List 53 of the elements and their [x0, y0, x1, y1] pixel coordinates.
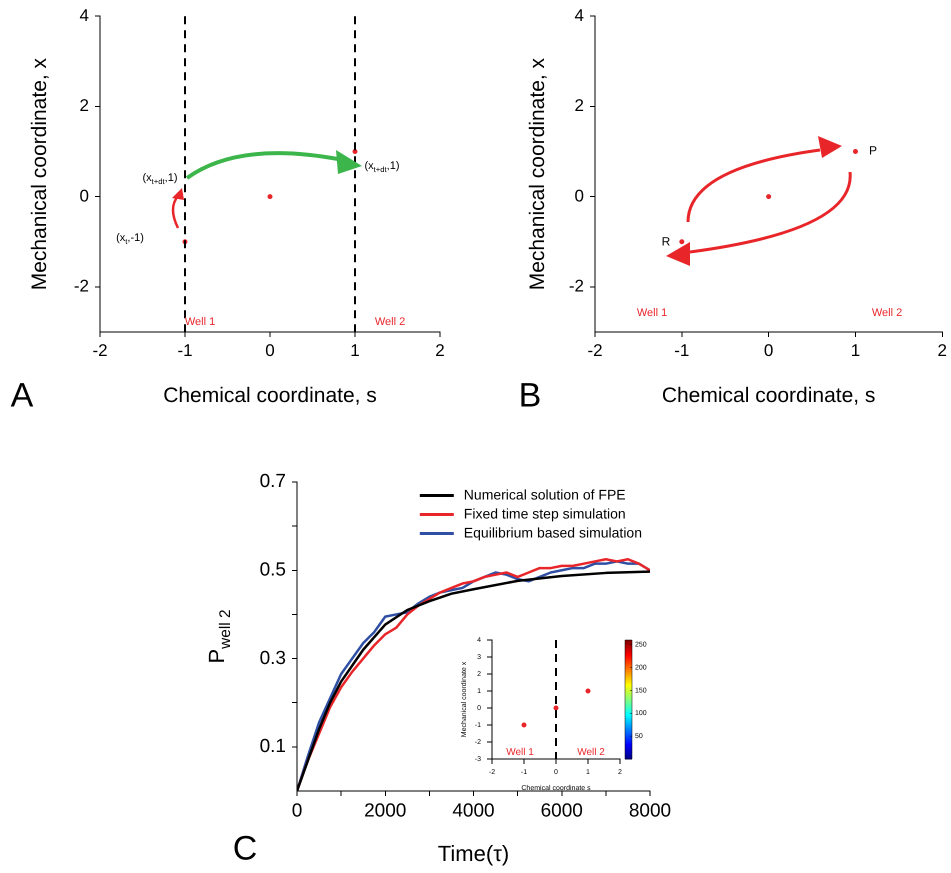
point [679, 239, 684, 244]
x-tick-label: 1 [350, 340, 360, 360]
y-axis-title: Mechanical coordinate, x [28, 57, 51, 290]
legend-label: Numerical solution of FPE [464, 486, 626, 502]
y-tick-label: 4 [80, 6, 89, 25]
y-tick-label: -2 [568, 276, 584, 296]
y-tick-label: 0.7 [260, 471, 286, 492]
point [554, 706, 558, 710]
point [766, 194, 772, 200]
y-tick-label: 0.3 [260, 648, 286, 669]
y-axis-title: Pwell 2 [204, 609, 234, 664]
y-tick-label: 0 [80, 186, 89, 206]
annotation: Well 1 [506, 746, 534, 758]
text: A [10, 376, 34, 414]
x-tick-label: 2 [938, 340, 948, 360]
y-tick-label: 0.1 [260, 736, 286, 758]
annotation: Well 2 [374, 316, 406, 328]
x-tick-label: 4000 [452, 800, 495, 822]
y-tick-label: 0.5 [260, 560, 286, 581]
legend-label: Equilibrium based simulation [464, 524, 642, 540]
x-tick-label: 2 [435, 340, 445, 360]
y-axis-title: Mechanical coordinate, x [526, 57, 549, 290]
x-tick-label: 2000 [364, 800, 406, 822]
point [852, 149, 858, 154]
annotation: Well 1 [184, 316, 216, 328]
y-tick-label: 4 [574, 6, 584, 25]
point [586, 688, 590, 694]
annotation: Well 1 [636, 307, 668, 320]
x-axis-title: Chemical coordinate, s [662, 384, 876, 407]
annotation: Well 2 [872, 307, 902, 320]
x-tick-label: -1 [177, 340, 193, 360]
x-tick-label: -1 [674, 340, 690, 360]
x-tick-label: 1 [850, 340, 860, 360]
x-tick-label: -2 [587, 340, 603, 360]
y-tick-label: 0 [574, 186, 584, 206]
annotation: P [869, 143, 878, 158]
x-tick-label: 0 [292, 800, 302, 822]
y-tick-label: 2 [574, 96, 584, 116]
x-tick-label: -2 [92, 340, 108, 360]
text: B [518, 376, 542, 414]
x-tick-label: 8000 [628, 800, 672, 822]
annotation: R [662, 234, 671, 248]
x-axis-title: Chemical coordinate, s [163, 384, 377, 407]
point [522, 722, 526, 728]
y-tick-label: -2 [74, 276, 89, 296]
x-tick-label: 6000 [540, 800, 583, 822]
y-tick-label: 2 [80, 96, 89, 116]
legend-label: Fixed time step simulation [464, 505, 626, 522]
x-axis-title: Time(τ) [438, 841, 510, 866]
x-tick-label: 0 [764, 340, 774, 360]
annotation: Well 2 [577, 746, 606, 758]
text: C [232, 829, 258, 868]
point [268, 194, 272, 200]
